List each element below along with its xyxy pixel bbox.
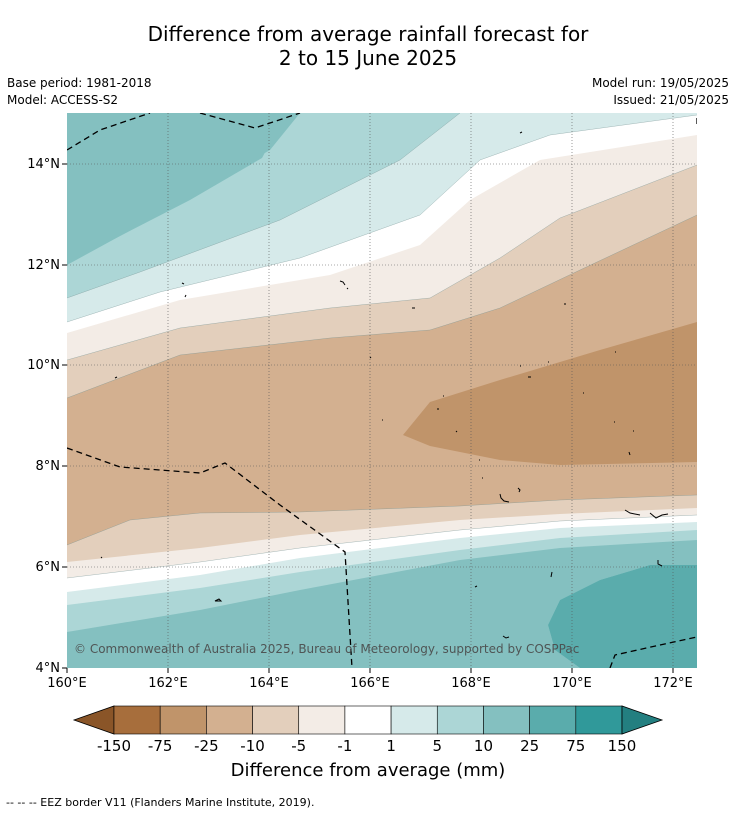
colorbar-extend-high (621, 705, 664, 735)
x-tick-label: 170°E (552, 676, 592, 691)
colorbar-swatch (252, 705, 300, 735)
colorbar-tick-label: -25 (194, 737, 219, 755)
base-period-text: Base period: 1981-2018 (7, 76, 152, 90)
colorbar-swatch (159, 705, 207, 735)
model-run-text: Model run: 19/05/2025 (591, 76, 729, 90)
eez-footnote: -- -- -- EEZ border V11 (Flanders Marine… (6, 796, 315, 809)
y-tick-label: 4°N (36, 661, 61, 676)
copyright-text: © Commonwealth of Australia 2025, Bureau… (74, 642, 579, 656)
field-10-25-north (67, 113, 278, 262)
colorbar-swatch (575, 705, 623, 735)
contour-fields (67, 113, 697, 668)
colorbar-tick-label: 1 (386, 737, 396, 755)
field-minus75-minus25 (403, 322, 697, 465)
field-25-75 (548, 565, 697, 668)
axis-labels: 160°E 162°E 164°E 166°E 168°E 170°E 172°… (27, 157, 693, 691)
colorbar-label: Difference from average (mm) (230, 760, 506, 781)
y-tick-label: 10°N (27, 358, 60, 373)
colorbar-tick-label: -150 (97, 737, 131, 755)
map-title-line2: 2 to 15 June 2025 (278, 46, 458, 70)
colorbar-tick-label: 5 (432, 737, 442, 755)
colorbar-tick-label: 150 (608, 737, 637, 755)
colorbar-swatch (483, 705, 530, 735)
colorbar-swatch (206, 705, 253, 735)
colorbar-tick-label: -5 (291, 737, 306, 755)
gridlines (67, 113, 697, 668)
y-tick-label: 14°N (27, 157, 60, 172)
x-tick-label: 168°E (451, 676, 491, 691)
field-10-25-south (100, 545, 697, 668)
colorbar-tick-label: 10 (474, 737, 493, 755)
colorbar-swatch (390, 705, 438, 735)
x-tick-label: 164°E (249, 676, 289, 691)
axis-ticks (62, 163, 674, 673)
colorbar-extend-low (72, 705, 115, 735)
y-tick-label: 6°N (36, 560, 61, 575)
x-tick-label: 162°E (148, 676, 188, 691)
y-tick-label: 8°N (36, 459, 61, 474)
colorbar-tick-label: -75 (148, 737, 173, 755)
x-tick-label: 166°E (350, 676, 390, 691)
colorbar-tick-label: 25 (520, 737, 539, 755)
x-tick-label: 172°E (653, 676, 693, 691)
colorbar-swatch (344, 705, 392, 735)
colorbar-tick-label: -10 (240, 737, 265, 755)
issued-text: Issued: 21/05/2025 (613, 93, 729, 107)
eez-borders (67, 113, 697, 668)
colorbar-tick-label: 75 (566, 737, 585, 755)
x-tick-label: 160°E (47, 676, 87, 691)
model-text: Model: ACCESS-S2 (7, 93, 119, 107)
colorbar: -150 -75 -25 -10 -5 -1 1 5 10 25 75 150 (72, 705, 664, 755)
y-tick-label: 12°N (27, 258, 60, 273)
islands (100, 131, 669, 639)
colorbar-swatch (113, 705, 161, 735)
colorbar-swatch (436, 705, 484, 735)
colorbar-tick-label: -1 (337, 737, 352, 755)
map-title-line1: Difference from average rainfall forecas… (147, 22, 589, 46)
colorbar-swatch (529, 705, 577, 735)
colorbar-swatch (298, 705, 346, 735)
